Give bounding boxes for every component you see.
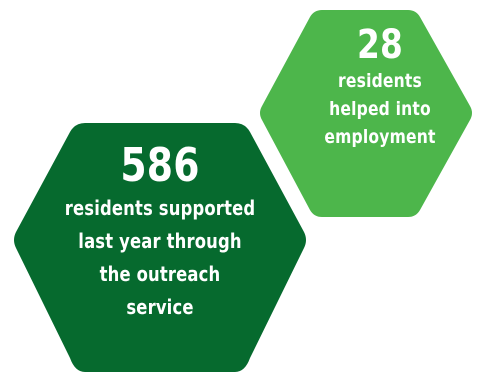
employment-stat-line-2: helped into [329,98,431,120]
employment-stat: 28 residents helped into employment [305,24,455,150]
dark-green-hexagon [14,123,306,372]
outreach-stat-line-2: last year through [78,229,242,253]
employment-stat-line-1: residents [338,70,422,92]
outreach-stat-line-1: residents supported [64,196,256,220]
employment-stat-number: 28 [357,22,403,68]
outreach-stat-line-4: service [126,295,194,319]
outreach-stat-number: 586 [120,138,200,192]
employment-stat-line-3: employment [324,126,436,148]
light-green-hexagon [260,10,472,217]
outreach-stat: 586 residents supported last year throug… [35,140,285,322]
outreach-stat-line-3: the outreach [99,262,221,286]
